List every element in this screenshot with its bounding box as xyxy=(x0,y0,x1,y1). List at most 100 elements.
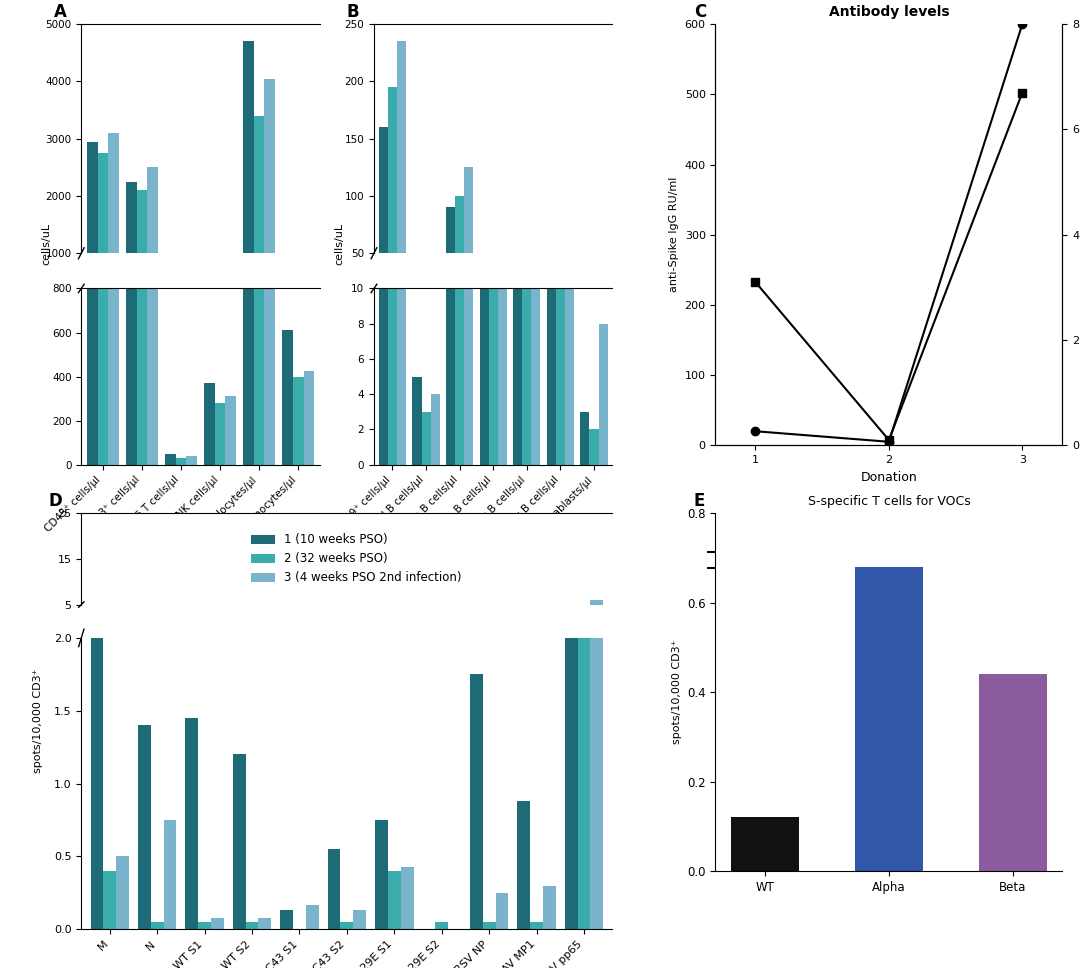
Bar xyxy=(482,922,495,929)
Bar xyxy=(353,910,366,929)
Bar xyxy=(479,0,489,465)
Bar xyxy=(565,619,578,627)
Bar xyxy=(565,288,575,465)
Bar xyxy=(422,307,430,311)
Bar xyxy=(436,922,448,929)
Bar xyxy=(204,289,215,311)
Bar xyxy=(165,308,176,311)
Bar xyxy=(530,922,543,929)
Bar xyxy=(293,377,304,465)
Bar xyxy=(546,299,556,311)
Bar xyxy=(495,892,508,929)
Bar xyxy=(198,922,211,929)
Bar xyxy=(446,0,455,465)
Bar xyxy=(233,754,246,929)
Bar xyxy=(522,0,531,465)
Bar xyxy=(498,0,507,465)
Bar xyxy=(116,857,129,929)
Bar xyxy=(186,456,197,465)
Bar xyxy=(91,619,103,627)
Bar xyxy=(401,866,413,929)
Bar xyxy=(479,259,489,311)
Bar xyxy=(243,42,254,311)
Bar xyxy=(185,718,198,929)
Bar xyxy=(430,306,440,311)
Bar xyxy=(87,141,98,311)
Bar xyxy=(87,0,98,465)
Bar xyxy=(401,625,413,627)
Bar xyxy=(470,620,482,627)
Legend: 1 (10 weeks PSO), 2 (32 weeks PSO), 3 (4 weeks PSO 2nd infection): 1 (10 weeks PSO), 2 (32 weeks PSO), 3 (4… xyxy=(246,529,466,589)
Bar xyxy=(215,294,225,311)
Bar xyxy=(422,411,430,465)
Bar xyxy=(580,307,590,311)
Bar xyxy=(378,127,388,311)
Bar xyxy=(151,922,164,929)
Bar xyxy=(464,167,474,311)
Bar xyxy=(388,625,401,627)
Bar xyxy=(137,2,147,465)
Bar xyxy=(517,623,530,627)
Bar xyxy=(138,621,151,627)
Bar xyxy=(126,182,137,311)
Bar xyxy=(293,287,304,311)
Bar xyxy=(147,0,158,465)
Bar xyxy=(327,849,340,929)
X-axis label: Donation: Donation xyxy=(861,470,917,484)
Bar xyxy=(578,638,591,929)
Bar xyxy=(283,330,293,465)
Bar xyxy=(388,871,401,929)
Bar xyxy=(98,153,108,311)
Bar xyxy=(397,42,406,311)
Bar xyxy=(732,817,799,871)
Bar xyxy=(164,820,177,929)
Bar xyxy=(164,624,177,627)
Bar xyxy=(103,625,116,627)
Legend: anti-Spike IgG RU/ml, anti-Nucleocapsid IgG Ratio: anti-Spike IgG RU/ml, anti-Nucleocapsid … xyxy=(704,543,904,578)
Bar xyxy=(513,0,522,465)
Bar xyxy=(137,191,147,311)
Bar xyxy=(464,0,474,465)
Bar xyxy=(211,918,223,929)
Bar xyxy=(176,458,186,465)
Bar xyxy=(591,600,603,627)
Bar xyxy=(388,87,397,311)
Bar xyxy=(254,116,264,311)
Bar xyxy=(455,196,464,311)
Bar xyxy=(243,0,254,465)
Bar xyxy=(388,0,397,465)
Text: cells/uL: cells/uL xyxy=(41,224,52,265)
Bar xyxy=(591,55,603,929)
Bar xyxy=(116,625,129,627)
Bar xyxy=(264,78,275,311)
Bar xyxy=(258,918,271,929)
Text: spots/10,000 CD3⁺: spots/10,000 CD3⁺ xyxy=(33,669,43,773)
Bar xyxy=(397,0,406,465)
Bar xyxy=(578,619,591,627)
Title: S-specific T cells for VOCs: S-specific T cells for VOCs xyxy=(808,495,970,507)
Bar xyxy=(556,288,565,465)
Y-axis label: spots/10,000 CD3⁺: spots/10,000 CD3⁺ xyxy=(671,640,682,744)
Bar xyxy=(375,820,388,929)
Text: E: E xyxy=(694,492,705,510)
Bar xyxy=(517,802,530,929)
Bar xyxy=(979,674,1046,871)
Title: Antibody levels: Antibody levels xyxy=(828,5,950,18)
Bar xyxy=(186,308,197,311)
Bar xyxy=(489,0,498,465)
Text: C: C xyxy=(694,3,706,21)
Bar xyxy=(543,886,556,929)
Bar xyxy=(204,383,215,465)
Bar xyxy=(165,454,176,465)
Bar xyxy=(281,910,293,929)
Bar xyxy=(225,396,236,465)
Bar xyxy=(185,620,198,627)
Bar xyxy=(138,725,151,929)
Bar xyxy=(103,871,116,929)
Bar xyxy=(598,323,608,465)
Bar xyxy=(108,0,118,465)
Bar xyxy=(304,371,314,465)
Bar xyxy=(147,167,158,311)
Bar xyxy=(327,625,340,627)
Bar xyxy=(531,0,541,465)
